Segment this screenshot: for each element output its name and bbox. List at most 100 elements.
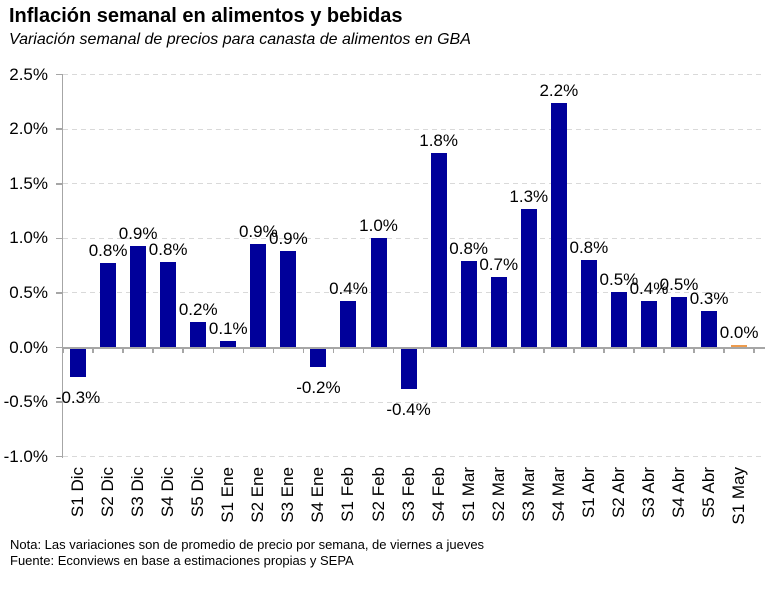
bar-value-label: -0.3% [55,387,101,407]
bar-value-label: 0.3% [689,289,729,309]
bar [731,344,748,348]
x-axis-tick [543,348,545,353]
x-axis-category-label: S2 Feb [368,467,388,522]
bar-value-label: 0.8% [88,241,128,261]
bar-value-label: 0.0% [719,322,759,342]
y-axis-tick-label: 2.5% [9,64,48,84]
bar-value-label: 0.1% [208,318,248,338]
bar-value-label: 0.9% [238,221,278,241]
y-axis-tick [56,128,63,130]
bar [280,251,297,348]
x-axis-tick [753,348,755,353]
y-axis-tick-label: 1.5% [9,173,48,193]
bar-value-label: 0.8% [569,238,609,258]
x-axis-tick [513,348,515,353]
y-axis-tick [56,183,63,185]
x-axis-category-label: S1 Dic [68,467,88,518]
bar [310,347,327,368]
x-axis-category-label: S5 Dic [188,467,208,518]
bar-value-label: 0.7% [479,254,519,274]
x-axis-category-label: S1 Ene [218,467,238,523]
bar-value-label: 0.9% [118,223,158,243]
bar [250,243,267,348]
source-text: Fuente: Econviews en base a estimaciones… [10,553,354,568]
bar [400,347,417,389]
x-axis-category-label: S2 Dic [98,467,118,518]
gridline [63,74,765,76]
bar-value-label: 0.8% [449,239,489,259]
x-axis-category-label: S2 Abr [608,467,628,519]
x-axis-category-label: S2 Ene [248,467,268,523]
gridline [63,237,765,239]
bar-value-label: -0.4% [386,399,431,419]
x-axis-tick [603,348,605,353]
x-axis-category-label: S4 Feb [428,467,448,522]
x-axis-tick [92,348,94,353]
x-axis-category-label: S4 Abr [669,467,689,519]
y-axis-tick [56,401,63,403]
x-axis-tick [482,348,485,353]
gridline [63,183,765,185]
x-axis-tick [212,348,214,353]
bar [640,300,657,348]
bar [70,347,87,377]
bar-value-label: 0.9% [269,229,308,249]
bar [550,103,567,348]
bar-value-label: 0.4% [329,278,368,298]
x-axis-tick [62,348,64,353]
x-axis-category-label: S3 Ene [278,467,298,523]
y-axis-tick-label: -1.0% [3,446,48,466]
x-axis-tick [663,348,665,353]
bar [370,238,387,348]
bar [580,260,597,348]
x-axis-tick [152,348,154,353]
bar [610,291,627,348]
bar [460,261,477,348]
gridline [63,128,765,130]
x-axis-category-label: S3 Abr [638,467,658,519]
y-axis-tick [56,73,63,76]
chart-subtitle: Variación semanal de precios para canast… [9,31,471,48]
bar-value-label: -0.2% [296,378,341,398]
bar [190,322,207,348]
x-axis-category-label: S1 Feb [338,467,358,522]
x-axis-category-label: S3 Mar [518,467,538,522]
bar [130,245,147,348]
x-axis-category-label: S3 Feb [398,467,418,522]
y-axis-tick-label: 2.0% [9,119,48,139]
gridline [63,401,765,403]
y-axis-tick [56,237,63,240]
bar [340,300,357,348]
x-axis-tick [452,348,455,353]
y-axis-line [61,74,64,458]
bar-value-label: 0.5% [659,275,699,295]
x-axis-category-label: S1 Abr [578,467,598,519]
x-axis-category-label: S5 Abr [699,467,719,519]
note-text: Nota: Las variaciones son de promedio de… [10,537,485,552]
x-axis-tick [332,348,335,353]
bar-value-label: 1.8% [419,131,458,151]
y-axis-tick [56,455,63,458]
x-axis-tick [573,348,575,353]
bar [701,311,718,348]
x-axis-tick [633,348,635,353]
x-axis-tick [242,348,245,353]
y-axis-tick-label: 1.0% [9,228,48,248]
bar-value-label: 1.3% [509,186,549,206]
bar-value-label: 0.5% [599,269,639,289]
x-axis-category-label: S1 May [729,467,749,525]
y-axis-tick-label: 0.0% [9,337,48,357]
x-axis-category-label: S4 Dic [158,467,178,518]
x-axis-tick [182,348,184,353]
x-axis-category-label: S4 Ene [308,467,328,523]
y-axis-tick [56,292,63,294]
bar-value-label: 0.4% [629,278,669,298]
x-axis-tick [122,348,124,353]
x-axis-tick [362,348,365,353]
x-axis-tick [392,348,395,353]
bar [160,262,177,348]
y-axis-tick-label: -0.5% [3,392,48,412]
chart-title: Inflación semanal en alimentos y bebidas [9,5,403,27]
